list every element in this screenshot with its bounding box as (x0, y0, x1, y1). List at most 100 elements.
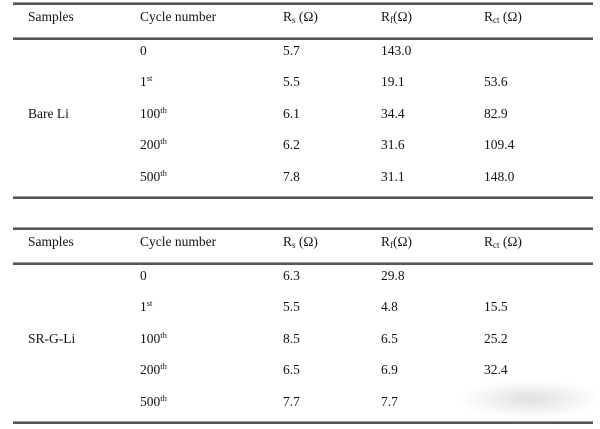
cell-sample (13, 394, 140, 422)
cell-rf: 6.9 (381, 362, 398, 378)
cycle-ordinal: th (160, 104, 167, 115)
header-rct-subscript: ct (493, 15, 500, 25)
cycle-value: 200 (140, 362, 161, 378)
cell-rs: 5.5 (283, 299, 300, 315)
header-rct-symbol: R (484, 9, 494, 24)
table-row: 0 5.7 143.0 (13, 40, 593, 71)
cell-rs: 6.2 (283, 137, 300, 153)
cell-sample (13, 268, 140, 296)
cell-rs: 6.1 (283, 105, 300, 121)
cell-rs: 5.5 (283, 74, 300, 90)
cell-cycle: 200th (140, 362, 283, 390)
cell-cycle: 200th (140, 137, 283, 165)
cell-rs: 8.5 (283, 330, 300, 346)
cycle-value: 0 (140, 268, 147, 283)
table-row: 200th 6.5 6.9 32.4 (13, 359, 593, 390)
cell-rf: 7.7 (381, 393, 398, 409)
cycle-value: 100 (140, 105, 161, 121)
cell-cycle: 1st (140, 74, 283, 102)
table-row: 500th 7.8 31.1 148.0 (13, 166, 593, 197)
header-rf-symbol: R (381, 234, 391, 249)
cell-cycle: 500th (140, 392, 283, 422)
table-row: Bare Li 100th 6.1 34.4 82.9 (13, 103, 593, 134)
cell-rs: 6.5 (283, 362, 300, 378)
cell-cycle: 1st (140, 299, 283, 327)
header-rs-subscript: s (292, 15, 296, 25)
header-rs-unit: (Ω) (295, 234, 318, 249)
cell-rf: 31.1 (381, 168, 405, 184)
header-rf-subscript: f (390, 15, 394, 25)
header-samples: Samples (28, 9, 74, 24)
header-rf-symbol: R (381, 9, 391, 24)
cell-rs: 5.7 (283, 43, 300, 58)
table-body: 0 5.7 143.0 1st 5.5 19.1 53.6 Bare Li 10… (13, 40, 593, 197)
table-bottom-rule (13, 196, 593, 199)
table-sr-g-li: Samples Cycle number Rs (Ω) Rf(Ω) Rct (Ω… (13, 228, 593, 424)
cycle-ordinal: th (160, 392, 167, 403)
header-rs-symbol: R (283, 9, 293, 24)
table-row: SR-G-Li 100th 8.5 6.5 25.2 (13, 328, 593, 359)
table-top-rule (13, 228, 593, 230)
cell-rf: 19.1 (381, 74, 405, 90)
cycle-ordinal: st (146, 73, 153, 84)
header-rf-unit: (Ω) (393, 9, 413, 24)
header-rf-unit: (Ω) (393, 234, 413, 249)
cell-rs: 7.7 (283, 393, 300, 409)
cycle-value: 0 (140, 43, 147, 58)
cell-rct: 82.9 (484, 105, 508, 121)
cell-cycle: 100th (140, 331, 283, 359)
header-rs-symbol: R (283, 234, 293, 249)
cell-cycle: 100th (140, 106, 283, 134)
table-header-rule (13, 263, 593, 265)
cell-cycle: 500th (140, 167, 283, 197)
table-top-rule (13, 3, 593, 5)
cycle-value: 500 (140, 168, 161, 184)
table-bottom-rule (13, 421, 593, 424)
cell-rs: 6.3 (283, 268, 300, 283)
cell-rf: 143.0 (381, 43, 412, 58)
cell-rct: 109.4 (484, 137, 515, 153)
header-cycle-number: Cycle number (140, 9, 217, 24)
header-samples: Samples (28, 234, 74, 249)
cycle-value: 1 (140, 299, 147, 315)
cycle-ordinal: th (160, 136, 167, 147)
cell-rf: 4.8 (381, 299, 398, 315)
header-rf-subscript: f (390, 240, 394, 250)
header-rf: Rf(Ω) (381, 9, 484, 38)
table-bare-li: Samples Cycle number Rs (Ω) Rf(Ω) Rct (Ω… (13, 3, 593, 199)
table-row: 500th 7.7 7.7 (13, 391, 593, 422)
cell-rct: 32.4 (484, 362, 508, 378)
cell-rf: 34.4 (381, 105, 405, 121)
cycle-value: 100 (140, 330, 161, 346)
cycle-ordinal: th (160, 361, 167, 372)
cell-sample (13, 169, 140, 197)
table-header-rule (13, 38, 593, 40)
table-row: 1st 5.5 19.1 53.6 (13, 71, 593, 102)
cell-rf: 6.5 (381, 330, 398, 346)
table-header-row: Samples Cycle number Rs (Ω) Rf(Ω) Rct (Ω… (13, 5, 593, 38)
cycle-ordinal: st (146, 298, 153, 309)
cycle-value: 500 (140, 393, 161, 409)
table-row: 1st 5.5 4.8 15.5 (13, 296, 593, 327)
header-cycle-number: Cycle number (140, 234, 217, 249)
cycle-value: 1 (140, 74, 147, 90)
cell-cycle: 0 (140, 43, 283, 71)
header-rs-subscript: s (292, 240, 296, 250)
cycle-ordinal: th (160, 167, 167, 178)
cell-rct (484, 268, 593, 296)
cycle-ordinal: th (160, 329, 167, 340)
cell-sample (13, 299, 140, 327)
header-rs: Rs (Ω) (283, 9, 381, 38)
header-rf: Rf(Ω) (381, 234, 484, 263)
cell-rct: 25.2 (484, 330, 508, 346)
header-rct: Rct (Ω) (484, 234, 593, 263)
cell-sample (13, 74, 140, 102)
header-rct-unit: (Ω) (499, 9, 522, 24)
header-rs-unit: (Ω) (295, 9, 318, 24)
table-row: 200th 6.2 31.6 109.4 (13, 134, 593, 165)
cell-sample (13, 137, 140, 165)
header-rct-symbol: R (484, 234, 494, 249)
header-rs: Rs (Ω) (283, 234, 381, 263)
cell-rct (484, 43, 593, 71)
